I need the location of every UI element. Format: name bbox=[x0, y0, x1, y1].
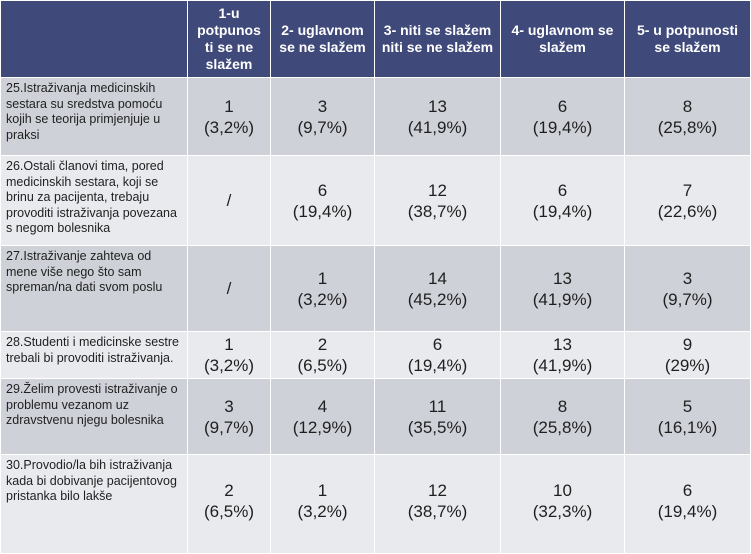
table-row: 27.Istraživanje zahteva od mene više neg… bbox=[0, 245, 751, 332]
value-cell-2: 1 (3,2%) bbox=[270, 245, 375, 332]
value-cell-1: / bbox=[187, 245, 271, 332]
question-cell: 27.Istraživanje zahteva od mene više neg… bbox=[0, 245, 188, 332]
header-col-1: 1-u potpunos ti se ne slažem bbox=[187, 0, 271, 78]
value-cell-4: 10 (32,3%) bbox=[500, 454, 625, 554]
value-cell-4: 13 (41,9%) bbox=[500, 331, 625, 379]
value-cell-4: 6 (19,4%) bbox=[500, 155, 625, 246]
value-cell-1: / bbox=[187, 155, 271, 246]
value-cell-5: 8 (25,8%) bbox=[624, 77, 751, 156]
value-cell-1: 3 (9,7%) bbox=[187, 378, 271, 455]
value-cell-4: 13 (41,9%) bbox=[500, 245, 625, 332]
question-cell: 30.Provodio/la bih istraživanja kada bi … bbox=[0, 454, 188, 554]
value-cell-3: 12 (38,7%) bbox=[374, 454, 501, 554]
table-row: 29.Želim provesti istraživanje o problem… bbox=[0, 378, 751, 455]
value-cell-4: 8 (25,8%) bbox=[500, 378, 625, 455]
table-row: 26.Ostali članovi tima, pored medicinski… bbox=[0, 155, 751, 246]
value-cell-4: 6 (19,4%) bbox=[500, 77, 625, 156]
value-cell-2: 2 (6,5%) bbox=[270, 331, 375, 379]
value-cell-3: 6 (19,4%) bbox=[374, 331, 501, 379]
table-row: 30.Provodio/la bih istraživanja kada bi … bbox=[0, 454, 751, 554]
value-cell-5: 5 (16,1%) bbox=[624, 378, 751, 455]
value-cell-5: 3 (9,7%) bbox=[624, 245, 751, 332]
question-cell: 25.Istraživanja medicinskih sestara su s… bbox=[0, 77, 188, 156]
value-cell-3: 12 (38,7%) bbox=[374, 155, 501, 246]
value-cell-2: 4 (12,9%) bbox=[270, 378, 375, 455]
value-cell-2: 3 (9,7%) bbox=[270, 77, 375, 156]
value-cell-5: 6 (19,4%) bbox=[624, 454, 751, 554]
value-cell-1: 2 (6,5%) bbox=[187, 454, 271, 554]
question-cell: 28.Studenti i medicinske sestre trebali … bbox=[0, 331, 188, 379]
header-col-3: 3- niti se slažem niti se ne slažem bbox=[374, 0, 501, 78]
value-cell-3: 11 (35,5%) bbox=[374, 378, 501, 455]
value-cell-2: 6 (19,4%) bbox=[270, 155, 375, 246]
header-col-2: 2- uglavnom se ne slažem bbox=[270, 0, 375, 78]
table-header: 1-u potpunos ti se ne slažem 2- uglavnom… bbox=[0, 0, 751, 78]
value-cell-1: 1 (3,2%) bbox=[187, 77, 271, 156]
header-col-5: 5- u potpunosti se slažem bbox=[624, 0, 751, 78]
question-cell: 26.Ostali članovi tima, pored medicinski… bbox=[0, 155, 188, 246]
table-row: 28.Studenti i medicinske sestre trebali … bbox=[0, 331, 751, 379]
header-corner-cell bbox=[0, 0, 188, 78]
value-cell-5: 7 (22,6%) bbox=[624, 155, 751, 246]
value-cell-5: 9 (29%) bbox=[624, 331, 751, 379]
value-cell-1: 1 (3,2%) bbox=[187, 331, 271, 379]
value-cell-2: 1 (3,2%) bbox=[270, 454, 375, 554]
table-body: 25.Istraživanja medicinskih sestara su s… bbox=[0, 77, 751, 554]
question-cell: 29.Želim provesti istraživanje o problem… bbox=[0, 378, 188, 455]
value-cell-3: 13 (41,9%) bbox=[374, 77, 501, 156]
value-cell-3: 14 (45,2%) bbox=[374, 245, 501, 332]
table-row: 25.Istraživanja medicinskih sestara su s… bbox=[0, 77, 751, 156]
header-col-4: 4- uglavnom se slažem bbox=[500, 0, 625, 78]
header-row: 1-u potpunos ti se ne slažem 2- uglavnom… bbox=[0, 0, 751, 78]
